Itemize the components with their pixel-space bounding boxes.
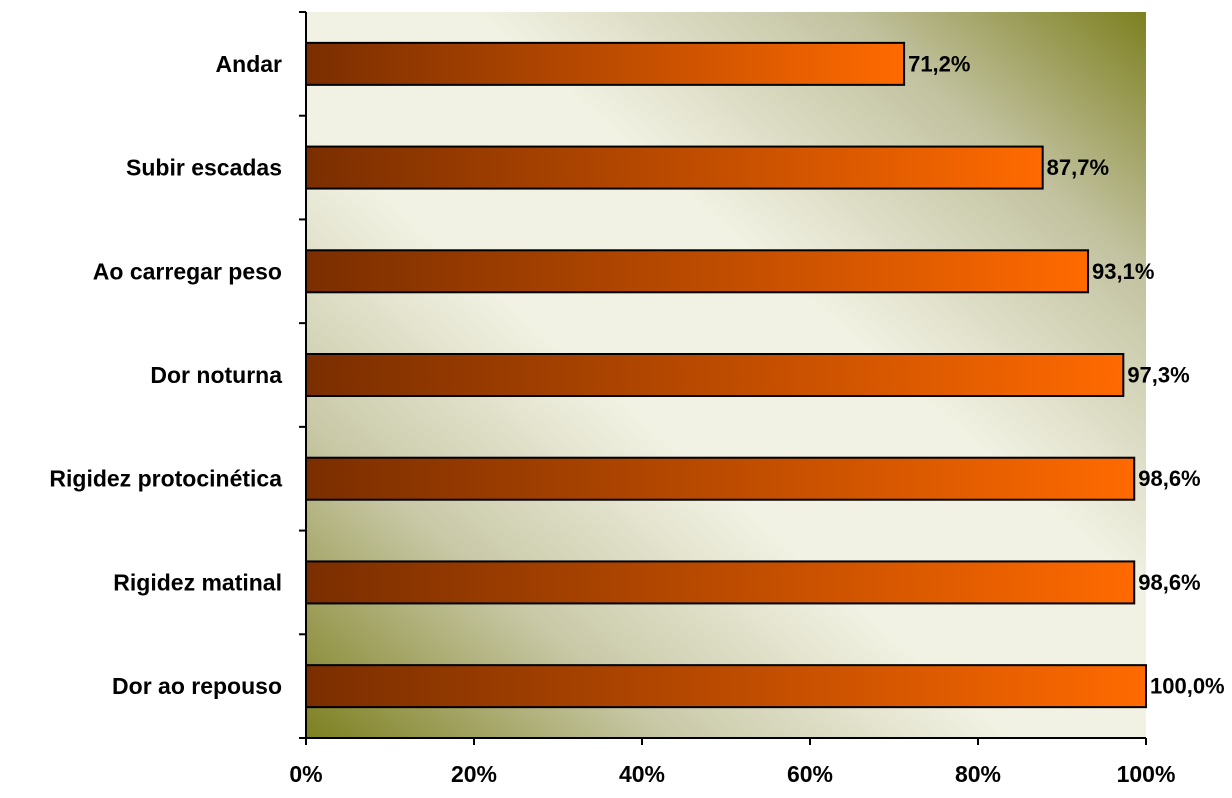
value-label: 98,6%: [1138, 570, 1200, 595]
bar: [305, 560, 1136, 605]
category-label: Rigidez protocinética: [49, 466, 282, 492]
bar: [305, 41, 906, 86]
category-label: Dor ao repouso: [112, 673, 282, 699]
category-label: Dor noturna: [150, 362, 282, 388]
x-tick-label: 0%: [289, 761, 322, 787]
value-label: 100,0%: [1150, 674, 1225, 699]
value-label: 97,3%: [1127, 363, 1189, 388]
bars-layer: [305, 41, 1147, 709]
bar: [305, 353, 1125, 397]
x-tick-label: 60%: [787, 761, 833, 787]
x-tick-label: 80%: [955, 761, 1001, 787]
category-label: Ao carregar peso: [93, 258, 282, 284]
x-tick-label: 40%: [619, 761, 665, 787]
value-label: 98,6%: [1138, 466, 1200, 491]
x-tick-label: 100%: [1117, 761, 1176, 787]
axis-layer: 0% 20% 40% 60% 80% 100%: [289, 11, 1176, 787]
labels-layer: Andar 71,2% Subir escadas 87,7% Ao carregar …: [49, 51, 1224, 699]
category-label: Andar: [216, 51, 283, 77]
category-label: Rigidez matinal: [113, 569, 282, 595]
value-label: 93,1%: [1092, 259, 1154, 284]
bar: [305, 249, 1090, 294]
bar: [305, 664, 1147, 709]
category-label: Subir escadas: [126, 155, 282, 181]
bar: [305, 145, 1044, 190]
value-label: 71,2%: [908, 51, 970, 76]
bar: [305, 456, 1136, 501]
value-label: 87,7%: [1047, 155, 1109, 180]
x-tick-label: 20%: [451, 761, 497, 787]
